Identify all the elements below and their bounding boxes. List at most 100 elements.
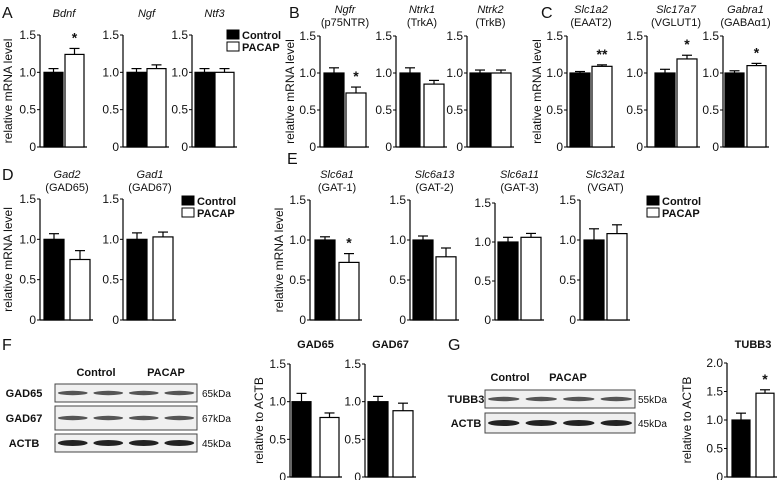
bar-control <box>469 72 491 148</box>
chart-title: Slc17a7 <box>656 4 697 16</box>
chart-ngf: 0 0.5 1.0 1.5 Ngf <box>102 8 169 154</box>
significance-marker: * <box>346 235 352 251</box>
blot-band <box>57 390 88 396</box>
chart-title: Bdnf <box>53 8 77 20</box>
blot-band <box>57 440 88 446</box>
y-tick-label: 0 <box>484 313 491 327</box>
y-tick-label: 1.0 <box>446 66 463 80</box>
legend-swatch-pacap <box>646 207 660 218</box>
chart-title: Slc6a1 <box>320 169 354 181</box>
blot-band <box>93 415 124 421</box>
y-tick-label: 0 <box>354 470 361 480</box>
y-tick-label: 1.0 <box>171 65 188 79</box>
chart-subtitle: (VGLUT1) <box>651 17 701 29</box>
bar-pacap <box>146 67 167 148</box>
legend-label-pacap: PACAP <box>662 208 700 220</box>
y-tick-label: 1.5 <box>19 28 36 42</box>
bar-control <box>412 239 434 321</box>
y-tick-label: 1.0 <box>19 232 36 246</box>
chart-ntf3: 0 0.5 1.0 1.5 Ntf3 <box>171 8 237 154</box>
bar-control <box>43 238 65 321</box>
y-tick-label: 0 <box>181 140 188 154</box>
bar-pacap <box>520 236 542 321</box>
bar-control <box>583 239 605 321</box>
blot-band <box>93 390 124 396</box>
y-tick-label: 1.0 <box>299 66 316 80</box>
y-tick-label: 0.5 <box>289 273 306 287</box>
y-tick-label: 1.0 <box>706 413 723 427</box>
blot-band <box>128 415 159 421</box>
bar-pacap <box>152 236 174 321</box>
chart-subtitle: (EAAT2) <box>570 17 611 29</box>
panel-label-b: B <box>289 5 300 22</box>
blot-size-label: 45kDa <box>638 419 667 430</box>
y-tick-label: 1.0 <box>474 235 491 249</box>
y-tick-label: 0 <box>399 313 406 327</box>
bar-control <box>399 72 421 148</box>
y-tick-label: 0 <box>112 140 119 154</box>
blot-row-label: GAD67 <box>6 413 43 425</box>
legend-swatch-pacap <box>226 41 240 52</box>
y-tick-label: 1.5 <box>375 29 392 43</box>
blot-row-label: TUBB3 <box>448 394 485 406</box>
y-tick-label: 0.5 <box>389 273 406 287</box>
panel-label-f: F <box>2 337 12 354</box>
significance-marker: * <box>684 36 690 52</box>
bar-pacap <box>676 58 698 148</box>
chart-title: Gad1 <box>137 169 164 181</box>
bar-control <box>126 238 148 321</box>
blot-band <box>164 390 195 396</box>
y-tick-label: 1.5 <box>446 29 463 43</box>
blot-row-label: GAD65 <box>6 388 43 400</box>
y-tick-label: 0.5 <box>19 273 36 287</box>
blot-size-label: 65kDa <box>202 389 231 400</box>
bar-control <box>654 72 676 148</box>
y-tick-label: 1.5 <box>546 29 563 43</box>
y-tick-label: 1.5 <box>389 193 406 207</box>
chart-subtitle: (VGAT) <box>587 182 623 194</box>
y-axis-label: relative mRNA level <box>283 39 297 144</box>
bar-control <box>323 72 345 148</box>
bar-pacap <box>423 83 445 148</box>
y-tick-label: 1.0 <box>344 395 361 409</box>
bar-pacap <box>755 392 775 478</box>
y-tick-label: 0 <box>309 140 316 154</box>
chart-title: Slc32a1 <box>586 169 626 181</box>
y-tick-label: 0 <box>112 313 119 327</box>
y-axis-label: relative mRNA level <box>272 208 286 313</box>
y-tick-label: 1.5 <box>344 357 361 371</box>
y-tick-label: 1.0 <box>19 65 36 79</box>
y-axis-label: relative mRNA level <box>530 39 544 144</box>
panel-label-e: E <box>287 151 298 168</box>
bar-pacap <box>338 261 360 321</box>
bar-pacap <box>606 233 628 321</box>
significance-marker: * <box>353 68 359 84</box>
chart-subtitle: (GAD65) <box>45 182 88 194</box>
significance-marker: * <box>754 44 760 60</box>
blot-band <box>128 390 159 396</box>
y-tick-label: 0.5 <box>559 273 576 287</box>
chart-bdnf: 0 0.5 1.0 1.5 * Bdnf relative mRNA level <box>1 8 87 154</box>
bar-control <box>126 71 147 148</box>
chart-subtitle: (GAD67) <box>128 182 171 194</box>
y-tick-label: 1.5 <box>19 192 36 206</box>
blot-group-label: Control <box>76 367 115 379</box>
chart-subtitle: (TrkA) <box>407 17 437 29</box>
bar-control <box>724 72 745 148</box>
blot-band <box>164 440 195 446</box>
y-tick-label: 1.5 <box>626 29 643 43</box>
chart-slc6a11: 0 0.5 1.0 1.5 Slc6a11(GAT-3) <box>474 169 544 327</box>
y-tick-label: 0 <box>299 313 306 327</box>
bar-pacap <box>435 256 457 321</box>
legend-label-control: Control <box>197 196 236 208</box>
y-tick-label: 0 <box>716 470 723 480</box>
y-tick-label: 1.0 <box>559 233 576 247</box>
legend-swatch-pacap <box>181 207 195 218</box>
chart-subtitle: (GAT-2) <box>415 182 453 194</box>
blot-band <box>600 396 632 402</box>
chart-ntrk2: 0 0.5 1.0 1.5 Ntrk2(TrkB) <box>446 4 514 154</box>
y-tick-label: 1.0 <box>102 65 119 79</box>
y-tick-label: 0.5 <box>269 432 286 446</box>
